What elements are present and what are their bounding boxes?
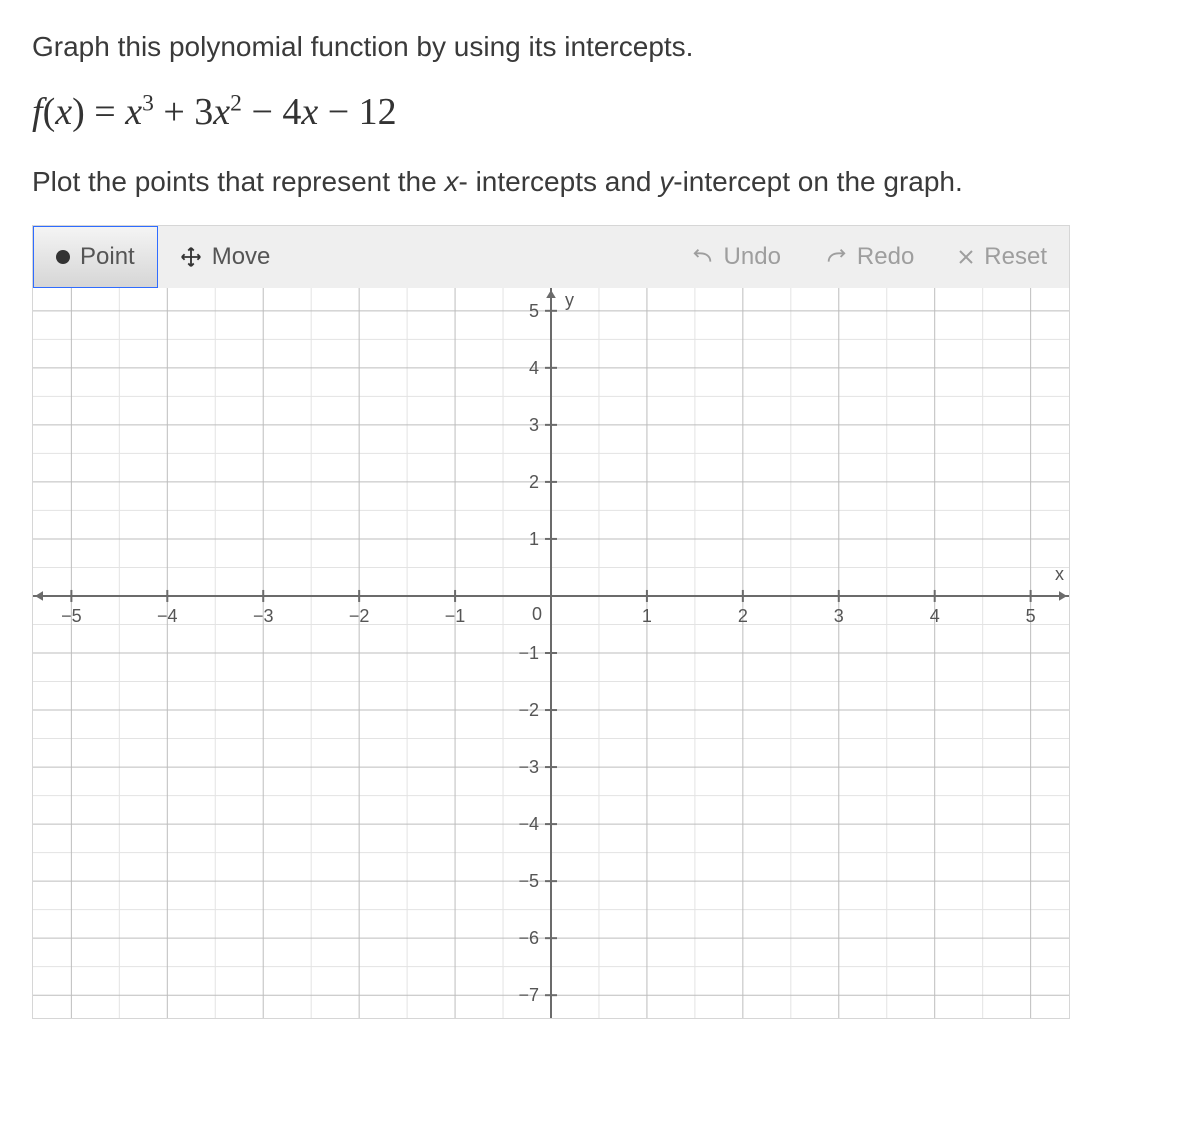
prompt-text-2: Plot the points that represent the x- in… — [32, 163, 1168, 201]
svg-text:−6: −6 — [518, 928, 539, 948]
equation: f(x) = x3 + 3x2 − 4x − 12 — [32, 90, 1168, 136]
svg-text:4: 4 — [529, 358, 539, 378]
redo-icon — [825, 248, 847, 266]
svg-text:5: 5 — [529, 301, 539, 321]
svg-text:3: 3 — [834, 606, 844, 626]
move-tool-label: Move — [212, 243, 271, 271]
redo-button[interactable]: Redo — [803, 226, 936, 288]
undo-label: Undo — [724, 243, 781, 271]
point-tool-button[interactable]: Point — [33, 226, 158, 288]
prompt-text-1: Graph this polynomial function by using … — [32, 28, 1168, 66]
svg-text:−1: −1 — [518, 643, 539, 663]
move-tool-button[interactable]: Move — [158, 226, 293, 288]
svg-text:2: 2 — [738, 606, 748, 626]
svg-text:−3: −3 — [518, 757, 539, 777]
undo-icon — [692, 248, 714, 266]
toolbar: Point Move Undo — [33, 226, 1069, 288]
graph-widget: Point Move Undo — [32, 225, 1070, 1019]
svg-text:y: y — [565, 290, 574, 310]
svg-text:4: 4 — [930, 606, 940, 626]
coordinate-plane: −5 −4 −3 −2 −1 0 1 2 3 4 5 5 4 3 2 1 −1 −2 −3 −4 −5 −6 −7 x y — [33, 288, 1069, 1018]
svg-text:3: 3 — [529, 415, 539, 435]
point-icon — [56, 250, 70, 264]
svg-text:x: x — [1055, 564, 1064, 584]
svg-text:−5: −5 — [61, 606, 82, 626]
redo-label: Redo — [857, 243, 914, 271]
svg-text:0: 0 — [532, 604, 542, 624]
point-tool-label: Point — [80, 243, 135, 271]
svg-text:5: 5 — [1026, 606, 1036, 626]
graph-canvas[interactable]: −5 −4 −3 −2 −1 0 1 2 3 4 5 5 4 3 2 1 −1 −2 −3 −4 −5 −6 −7 x y — [33, 288, 1069, 1018]
undo-button[interactable]: Undo — [670, 226, 803, 288]
svg-text:1: 1 — [642, 606, 652, 626]
svg-text:−5: −5 — [518, 871, 539, 891]
svg-text:−2: −2 — [518, 700, 539, 720]
reset-label: Reset — [984, 243, 1047, 271]
move-icon — [180, 246, 202, 268]
svg-text:2: 2 — [529, 472, 539, 492]
svg-text:1: 1 — [529, 529, 539, 549]
svg-text:−2: −2 — [349, 606, 370, 626]
svg-text:−7: −7 — [518, 985, 539, 1005]
svg-text:−3: −3 — [253, 606, 274, 626]
svg-text:−4: −4 — [157, 606, 178, 626]
svg-text:−4: −4 — [518, 814, 539, 834]
reset-button[interactable]: Reset — [936, 226, 1069, 288]
reset-icon — [958, 249, 974, 265]
svg-text:−1: −1 — [445, 606, 466, 626]
